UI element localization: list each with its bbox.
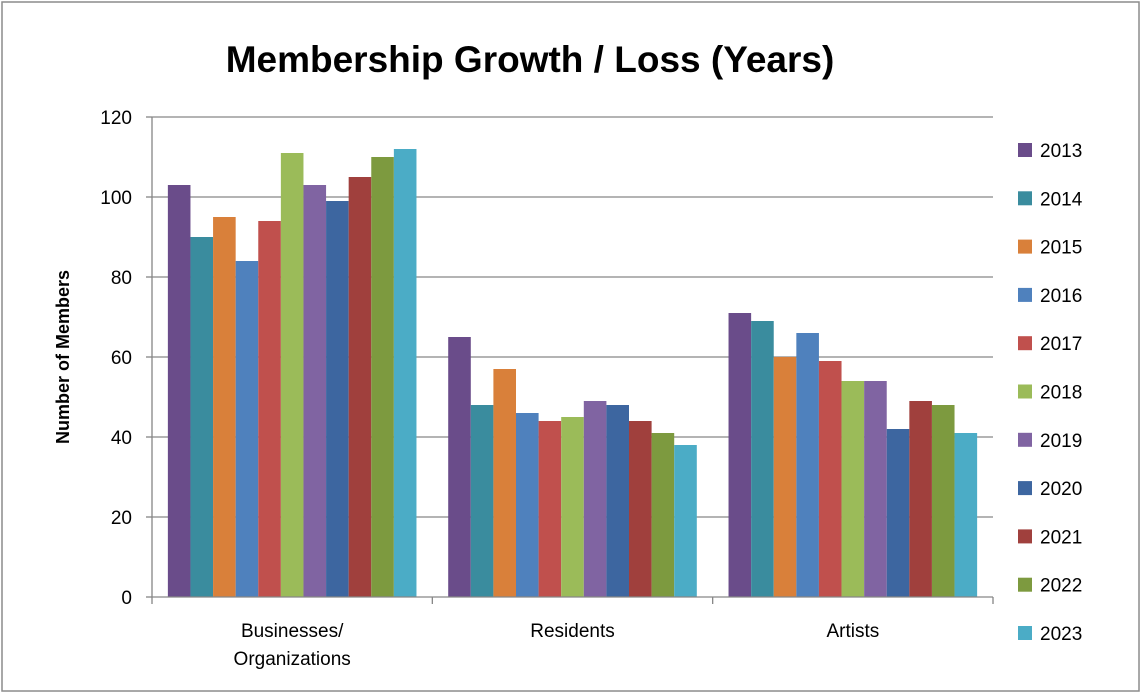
y-axis-label: Number of Members [53,270,73,444]
legend-label: 2018 [1040,383,1082,404]
legend-swatch [1018,287,1032,302]
bar-2021-0 [348,177,372,597]
legend: 2013 2014 2015 2016 2017 2018 2019 2020 2021 2022… [1018,141,1083,645]
x-tick-label: Residents [530,621,615,642]
bar-2017-1 [538,421,562,597]
bar-2023-2 [954,433,978,597]
legend-swatch [1018,481,1032,496]
y-tick-label: 80 [111,268,132,289]
bar-2019-2 [864,381,887,597]
bar-2023-1 [674,445,697,597]
bar-2014-2 [751,321,774,597]
x-tick-label: Artists [826,621,879,642]
legend-swatch [1018,432,1032,447]
bar-2013-2 [728,313,752,597]
y-tick-label: 100 [100,188,132,209]
legend-swatch [1018,384,1032,399]
legend-swatch [1018,191,1032,206]
y-tick-label: 20 [111,508,132,529]
legend-swatch [1018,529,1032,544]
bar-2013-1 [448,337,471,597]
legend-label: 2019 [1040,431,1082,452]
x-tick-label: Businesses/ [241,621,344,642]
bar-2016-2 [796,333,819,597]
bar-2022-2 [931,405,955,597]
legend-label: 2014 [1040,189,1083,210]
legend-swatch [1018,143,1032,157]
bar-2021-1 [629,421,652,597]
chart-title: Membership Growth / Loss (Years) [226,39,835,80]
legend-label: 2016 [1040,286,1082,307]
bar-2019-1 [583,401,607,597]
x-tick-label: Organizations [234,649,351,670]
bar-2022-0 [371,157,394,597]
y-tick-label: 40 [111,428,132,449]
bar-2014-0 [190,237,214,597]
legend-label: 2013 [1040,141,1082,162]
bars [167,149,978,597]
bar-2017-2 [818,361,842,597]
y-tick-label: 0 [121,588,132,609]
bar-2020-0 [326,201,349,597]
bar-2015-2 [773,357,797,597]
bar-2014-1 [470,405,494,597]
bar-2018-0 [280,153,304,597]
legend-label: 2020 [1040,479,1082,500]
bar-2018-2 [841,381,865,597]
y-tick-label: 120 [100,108,132,129]
bar-2016-1 [516,413,539,597]
legend-label: 2022 [1040,576,1082,597]
bar-2016-0 [235,261,259,597]
legend-swatch [1018,239,1032,254]
legend-swatch [1018,336,1032,351]
legend-label: 2023 [1040,624,1082,645]
bar-2013-0 [167,185,191,597]
bar-2015-0 [213,217,236,597]
legend-label: 2017 [1040,334,1082,355]
legend-swatch [1018,577,1032,592]
bar-2015-1 [493,369,516,597]
legend-label: 2021 [1040,527,1082,548]
x-tick-labels: Businesses/Organizations Residents Artists [234,621,880,670]
bar-2019-0 [303,185,327,597]
bar-2020-2 [886,429,910,597]
bar-2020-1 [606,405,629,597]
bar-2018-1 [561,417,584,597]
bar-2021-2 [909,401,932,597]
y-tick-labels: 0 20 40 60 80 100 120 [100,108,132,609]
legend-label: 2015 [1040,238,1082,259]
bar-2017-0 [258,221,281,597]
legend-swatch [1018,626,1032,640]
bar-2022-1 [651,433,675,597]
y-tick-label: 60 [111,348,132,369]
axes [146,116,994,604]
bar-2023-0 [393,149,417,597]
